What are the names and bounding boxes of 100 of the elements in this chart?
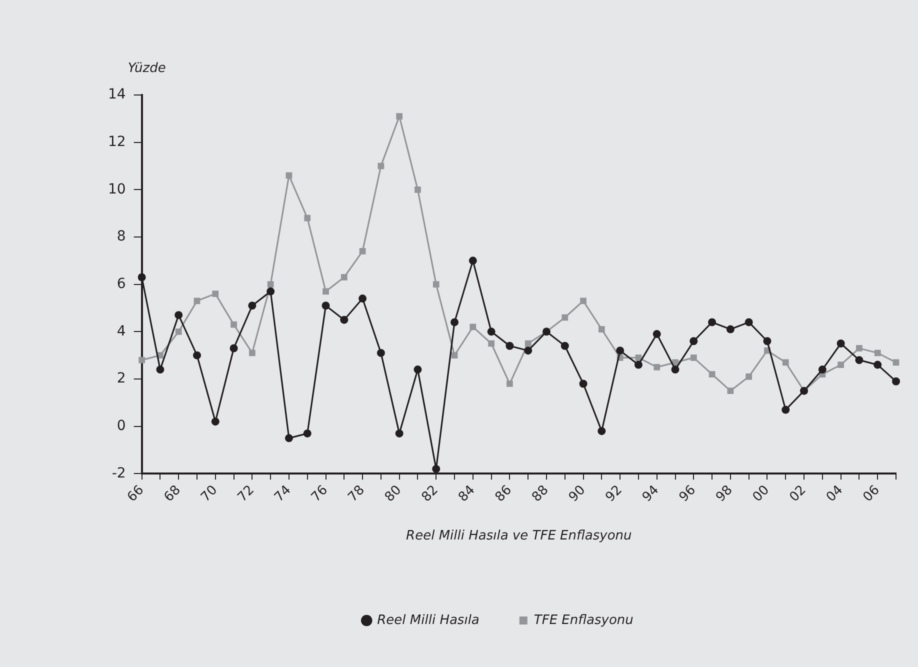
point — [358, 294, 367, 303]
x-tick-label: 94 — [640, 482, 662, 506]
point — [451, 352, 458, 359]
point — [432, 281, 440, 288]
x-tick-label: 66 — [124, 482, 148, 506]
point — [671, 366, 680, 374]
point — [211, 418, 220, 426]
y-tick-label: 8 — [116, 228, 126, 245]
point — [746, 373, 752, 380]
point — [359, 248, 366, 254]
legend-label: TFE Enflasyonu — [534, 612, 634, 628]
point — [468, 256, 477, 265]
point — [855, 356, 864, 364]
point — [267, 281, 274, 288]
point — [856, 345, 862, 352]
x-tick-label: 02 — [786, 482, 810, 506]
point — [266, 287, 275, 296]
point — [340, 274, 348, 280]
point — [193, 351, 201, 360]
y-tick-label: -2 — [112, 465, 126, 482]
point — [450, 318, 459, 326]
x-axis-title: Reel Milli Hasıla ve TFE Enflasyonu — [406, 528, 632, 544]
y-tick-label: 6 — [116, 276, 126, 292]
point — [506, 380, 513, 387]
legend-label: Reel Milli Hasıla — [377, 612, 480, 628]
point — [579, 380, 588, 388]
x-tick-label: 90 — [566, 482, 589, 506]
point — [322, 288, 329, 295]
x-tick-label: 96 — [676, 482, 699, 506]
x-tick-label: 82 — [419, 482, 442, 506]
point — [156, 366, 164, 374]
point — [414, 186, 421, 193]
y-tick-label: 10 — [108, 181, 126, 198]
x-tick-label: 00 — [750, 482, 772, 506]
point — [230, 321, 237, 328]
y-tick-label: 14 — [108, 86, 126, 103]
point — [248, 302, 256, 310]
point — [838, 362, 844, 368]
point — [836, 340, 845, 348]
x-tick-label: 04 — [824, 482, 846, 506]
point — [874, 360, 882, 369]
y-axis-title: Yüzde — [128, 60, 166, 76]
point — [654, 364, 660, 370]
point — [598, 326, 605, 332]
point — [194, 298, 200, 304]
point — [470, 324, 476, 330]
point — [230, 344, 238, 352]
point — [414, 366, 422, 374]
point — [580, 298, 586, 304]
point — [488, 340, 494, 347]
point — [524, 340, 532, 347]
x-tick-label: 68 — [162, 482, 184, 506]
point — [396, 113, 403, 120]
x-tick-label: 78 — [345, 482, 368, 506]
point — [212, 290, 219, 297]
point — [818, 366, 826, 374]
point — [598, 427, 606, 436]
point — [174, 311, 183, 320]
x-tick-label: 84 — [456, 482, 478, 506]
point — [616, 346, 624, 355]
point — [690, 354, 697, 361]
x-tick-label: 70 — [198, 482, 221, 506]
point — [322, 302, 330, 310]
y-tick-label: 12 — [108, 134, 126, 150]
point — [562, 314, 568, 321]
x-tick-label: 86 — [492, 482, 515, 506]
point — [303, 429, 312, 438]
x-tick-label: 98 — [713, 482, 736, 506]
point — [690, 337, 698, 346]
point — [708, 318, 716, 326]
x-tick-label: 06 — [860, 482, 883, 506]
point — [652, 330, 661, 338]
point — [138, 356, 145, 364]
y-tick-label: 0 — [116, 418, 126, 434]
point — [892, 377, 900, 386]
point — [744, 318, 753, 326]
x-tick-label: 88 — [529, 482, 552, 506]
point — [524, 346, 532, 355]
point — [138, 273, 146, 282]
point — [560, 342, 569, 350]
point — [708, 371, 716, 378]
point — [727, 388, 734, 394]
x-tick-label: 92 — [602, 482, 626, 506]
point — [175, 328, 182, 335]
y-tick-label: 2 — [116, 370, 126, 387]
point — [432, 464, 440, 473]
point — [304, 214, 311, 222]
point — [395, 429, 404, 438]
point — [874, 350, 881, 356]
point — [284, 434, 293, 442]
y-tick-label: 4 — [116, 323, 126, 340]
point — [487, 328, 496, 336]
x-tick-label: 72 — [235, 482, 258, 506]
point — [506, 342, 514, 350]
x-tick-label: 80 — [382, 482, 405, 506]
point — [376, 348, 385, 357]
point — [782, 359, 789, 366]
point — [634, 360, 642, 369]
x-tick-label: 74 — [272, 482, 294, 506]
point — [635, 354, 642, 361]
